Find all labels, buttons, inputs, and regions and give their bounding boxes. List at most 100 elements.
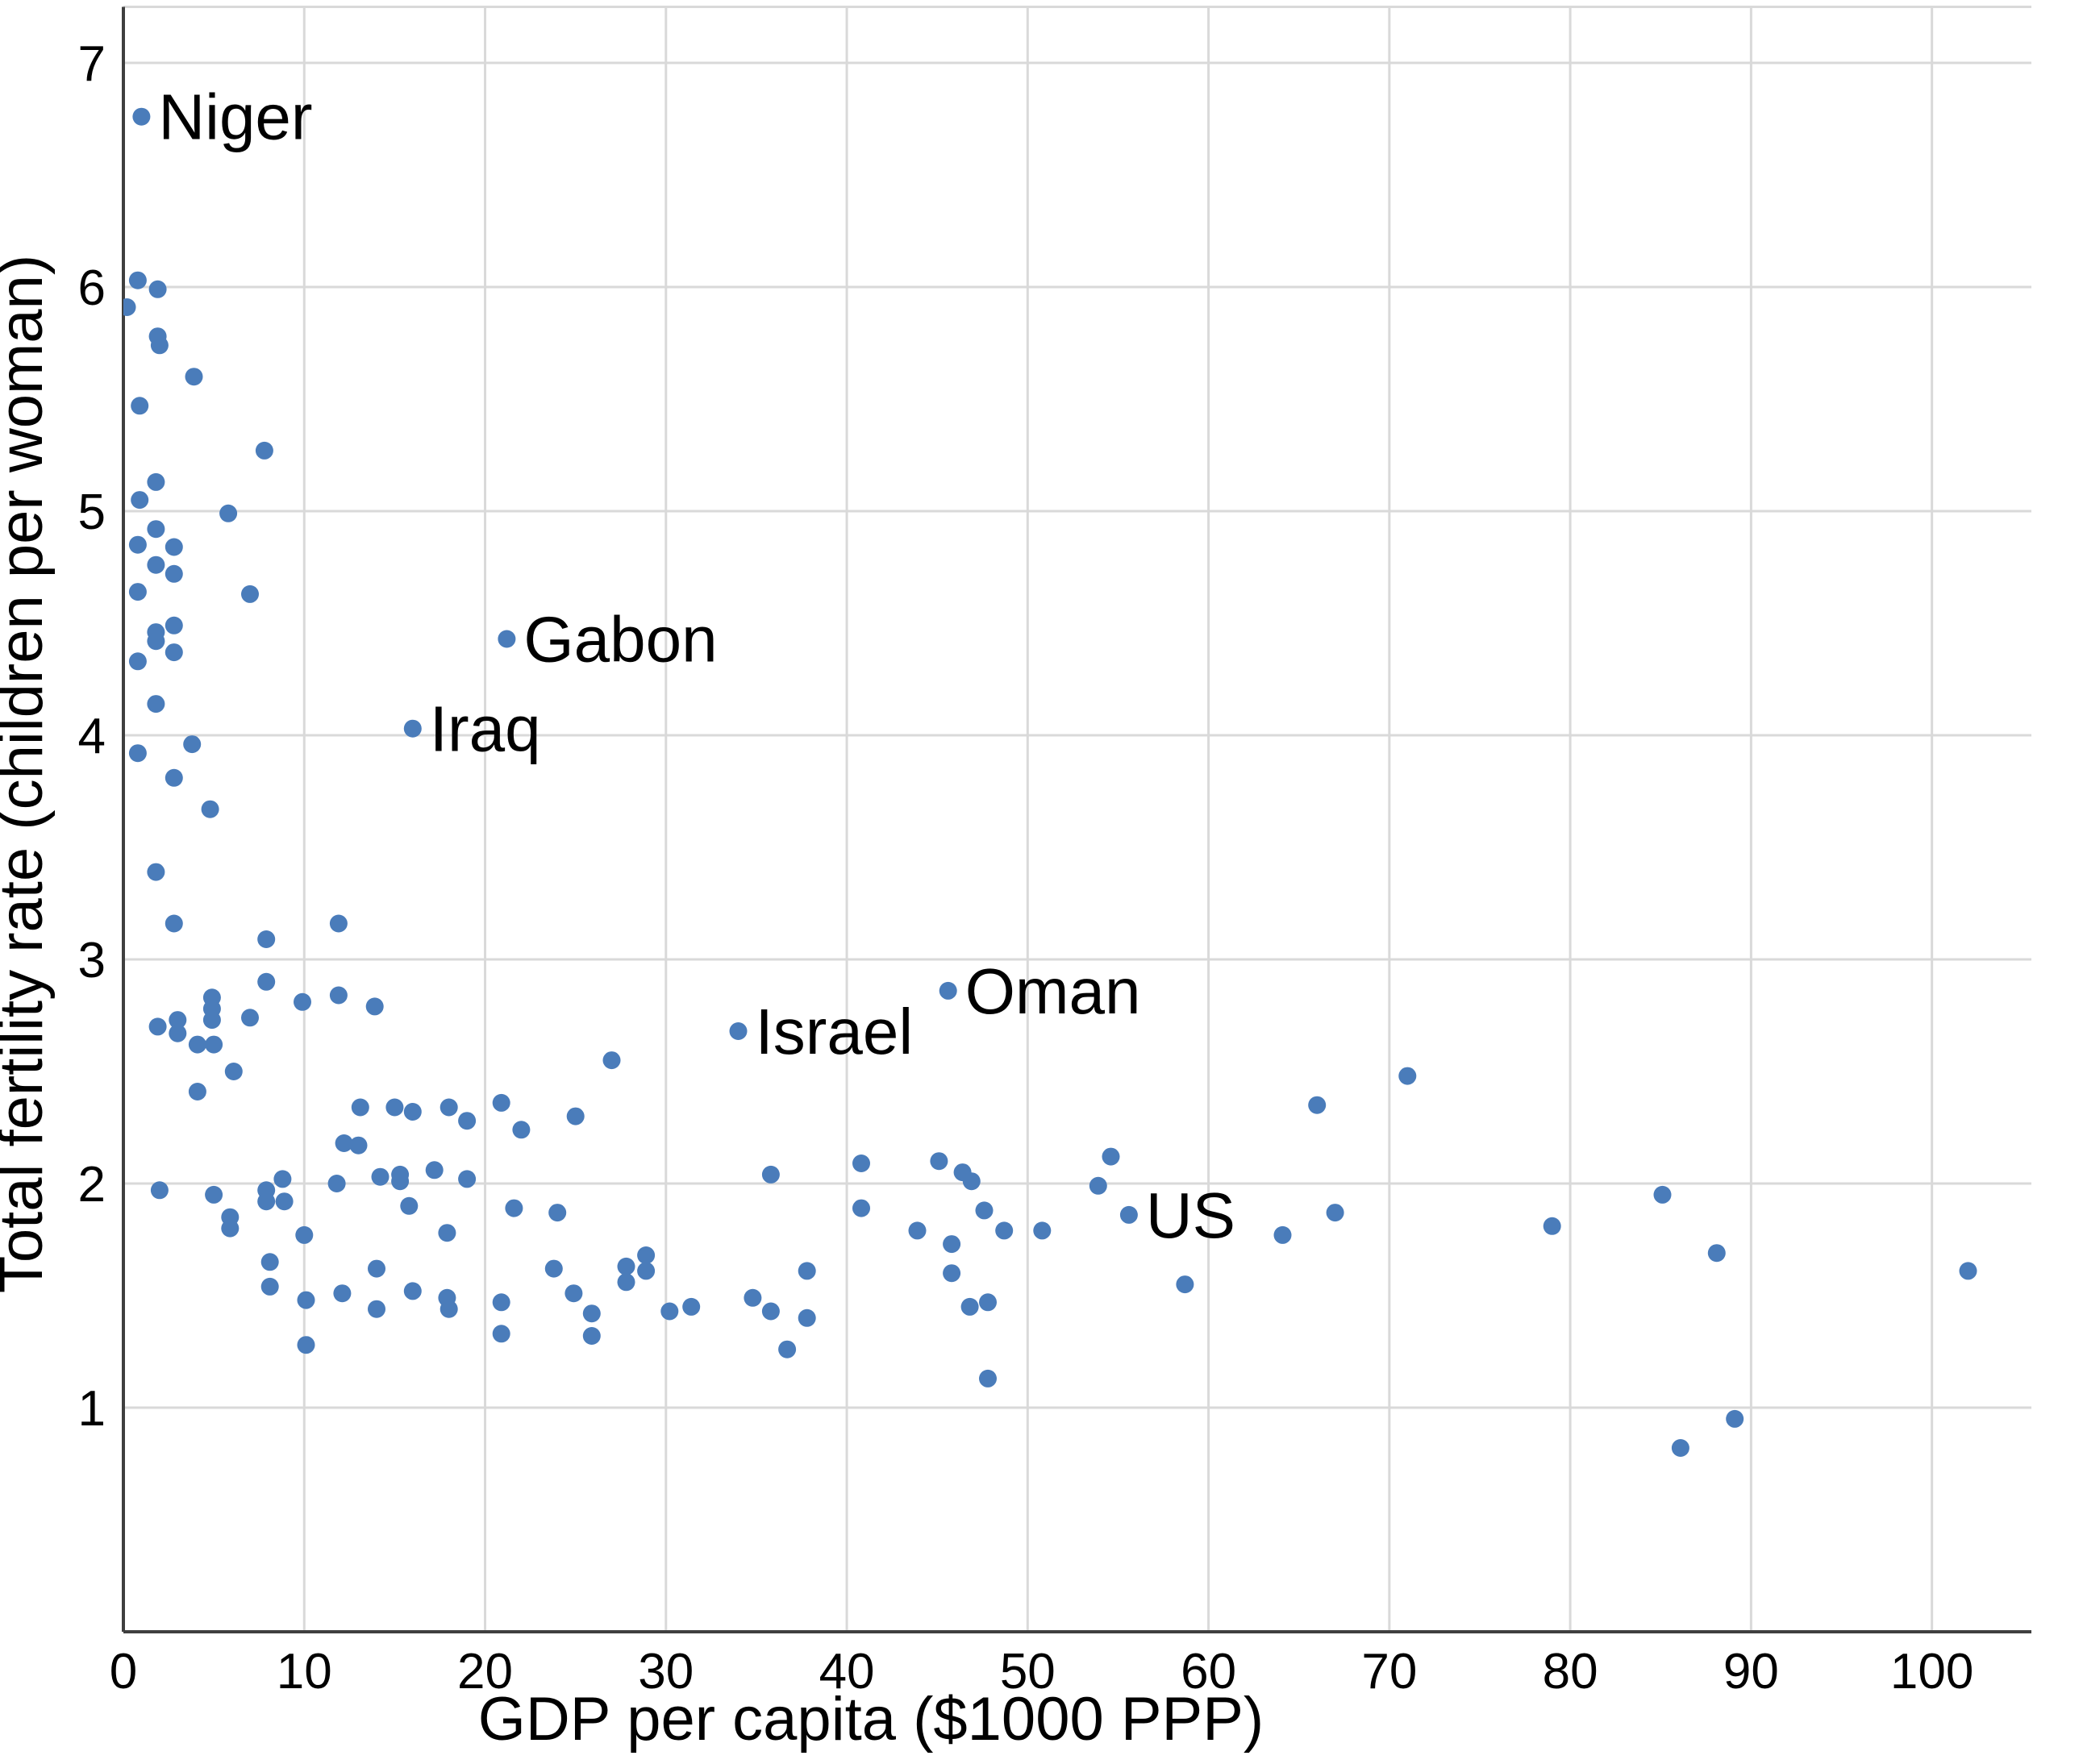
data-point — [798, 1308, 816, 1327]
data-point — [150, 1181, 169, 1200]
data-point — [165, 643, 183, 662]
x-tick-label: 30 — [638, 1644, 694, 1700]
x-tick-label: 80 — [1543, 1644, 1598, 1700]
data-point — [995, 1221, 1014, 1240]
data-point — [1308, 1096, 1327, 1114]
data-point — [617, 1273, 635, 1292]
data-point — [660, 1302, 679, 1321]
data-point — [165, 768, 183, 787]
data-point — [147, 472, 165, 491]
x-tick-label: 50 — [1000, 1644, 1056, 1700]
data-point — [761, 1165, 780, 1184]
data-point — [403, 719, 422, 738]
data-point — [132, 107, 151, 126]
data-point — [275, 1192, 294, 1211]
annotations-layer: Niger Gabon Iraq Israel Oman US — [158, 81, 1235, 1251]
data-point — [1102, 1147, 1120, 1166]
data-point — [335, 1134, 353, 1152]
x-tick-label: 90 — [1723, 1644, 1779, 1700]
data-point — [224, 1063, 243, 1080]
data-point — [979, 1369, 997, 1387]
data-point — [257, 972, 276, 991]
data-point — [165, 914, 183, 933]
data-point — [960, 1297, 979, 1316]
data-point — [943, 1264, 961, 1283]
country-label: Iraq — [430, 693, 541, 765]
data-point — [205, 1185, 223, 1204]
country-label: Niger — [158, 81, 312, 153]
data-point — [798, 1262, 816, 1280]
data-point — [260, 1253, 279, 1271]
data-point — [131, 397, 149, 415]
x-axis-title: GDP per capita ($1000 PPP) — [478, 1685, 1264, 1754]
data-point — [255, 441, 273, 460]
data-point — [1033, 1221, 1052, 1240]
data-point — [1176, 1275, 1194, 1294]
x-tick-label: 20 — [457, 1644, 513, 1700]
y-tick-label: 2 — [78, 1157, 106, 1213]
data-point — [165, 616, 183, 634]
data-point — [128, 744, 147, 763]
data-point — [744, 1288, 762, 1307]
data-point — [351, 1098, 369, 1117]
data-point — [498, 630, 516, 648]
data-point — [128, 583, 147, 601]
data-point — [962, 1172, 981, 1191]
country-label: Israel — [756, 996, 914, 1067]
data-point — [297, 1291, 315, 1309]
gridlines-layer — [123, 6, 2031, 1632]
data-point — [391, 1172, 410, 1191]
data-point — [617, 1257, 635, 1275]
y-tick-label: 1 — [78, 1381, 106, 1437]
data-point — [205, 1035, 223, 1054]
data-point — [505, 1199, 523, 1217]
points-layer — [123, 107, 1977, 1457]
data-point — [492, 1093, 510, 1112]
data-point — [1326, 1204, 1344, 1222]
data-point — [385, 1098, 404, 1117]
data-point — [257, 930, 276, 948]
data-point — [566, 1107, 585, 1125]
data-point — [241, 585, 259, 603]
data-point — [1089, 1176, 1107, 1195]
data-point — [169, 1011, 187, 1030]
data-point — [365, 997, 384, 1016]
data-point — [297, 1336, 315, 1354]
y-tick-label: 7 — [78, 36, 106, 92]
data-point — [908, 1221, 927, 1240]
y-axis-title: Total fertility rate (children per woman… — [0, 255, 56, 1293]
data-point — [131, 491, 149, 510]
data-point — [260, 1277, 279, 1296]
data-point — [148, 1017, 167, 1036]
data-point — [241, 1009, 259, 1027]
data-point — [564, 1284, 583, 1303]
data-point — [403, 1282, 422, 1300]
axes-layer — [122, 6, 2031, 1633]
data-point — [148, 280, 167, 298]
data-point — [273, 1170, 292, 1188]
data-point — [930, 1152, 948, 1171]
country-label: Oman — [965, 955, 1141, 1027]
data-point — [544, 1259, 563, 1278]
data-point — [682, 1297, 701, 1316]
data-point — [1707, 1244, 1726, 1263]
data-point — [371, 1167, 390, 1186]
country-label: Gabon — [523, 604, 717, 676]
data-point — [761, 1302, 780, 1321]
data-point — [438, 1224, 456, 1242]
data-point — [201, 800, 219, 818]
data-point — [147, 695, 165, 714]
data-point — [492, 1325, 510, 1343]
data-point — [188, 1083, 206, 1100]
data-point — [440, 1098, 458, 1117]
data-point — [582, 1304, 601, 1323]
data-point — [492, 1293, 510, 1312]
data-point — [147, 555, 165, 574]
data-point — [1671, 1439, 1689, 1457]
data-point — [778, 1340, 797, 1358]
data-point — [939, 981, 957, 1000]
data-point — [1273, 1225, 1292, 1244]
data-point — [295, 1225, 314, 1244]
data-point — [185, 368, 203, 386]
